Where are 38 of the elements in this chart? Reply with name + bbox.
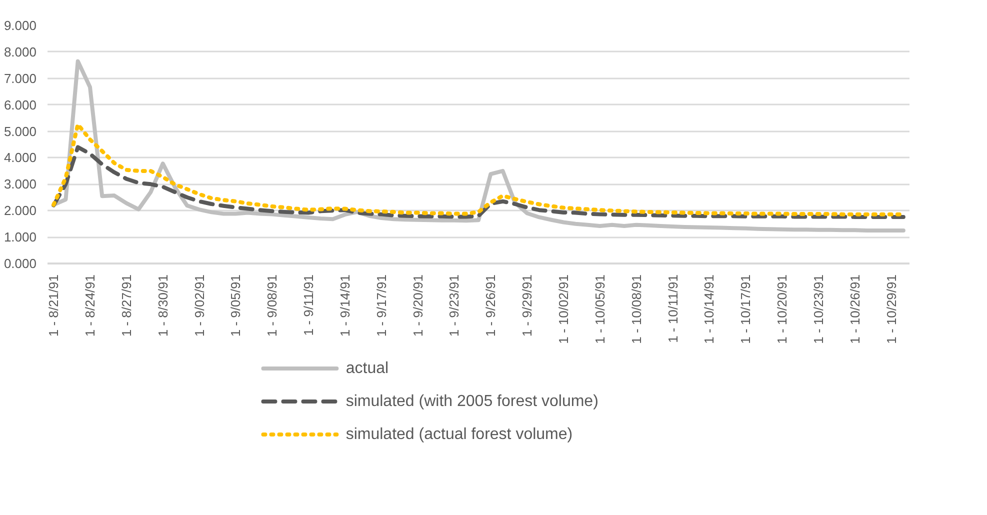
legend-label: simulated (with 2005 forest volume) xyxy=(346,393,598,410)
x-tick-label: 1 - 10/29/91 xyxy=(884,274,899,344)
x-tick-label: 1 - 9/08/91 xyxy=(264,274,280,337)
x-tick-label: 1 - 9/26/91 xyxy=(483,274,498,337)
x-tick-label: 1 - 10/23/91 xyxy=(810,274,826,344)
x-tick-label: 1 - 10/17/91 xyxy=(738,274,754,344)
y-tick-label: 4.000 xyxy=(4,150,37,166)
x-tick-label: 1 - 8/27/91 xyxy=(118,274,134,337)
x-tick-label: 1 - 9/05/91 xyxy=(228,274,244,337)
x-tick-label: 1 - 10/05/91 xyxy=(592,274,608,344)
x-tick-label: 1 - 9/02/91 xyxy=(192,274,207,337)
x-tick-label: 1 - 10/02/91 xyxy=(556,274,571,344)
x-tick-label: 1 - 10/11/91 xyxy=(665,274,680,343)
x-tick-label: 1 - 9/11/91 xyxy=(301,274,316,336)
x-tick-label: 1 - 10/26/91 xyxy=(847,274,862,344)
y-tick-label: 3.000 xyxy=(4,176,37,192)
y-tick-label: 1.000 xyxy=(4,230,37,245)
y-tick-label: 2.000 xyxy=(4,203,37,218)
legend-label: actual xyxy=(346,360,389,377)
line-series xyxy=(52,145,906,219)
y-tick-label: 8.000 xyxy=(4,44,37,60)
x-tick-label: 1 - 8/21/91 xyxy=(46,274,62,337)
y-tick-label: 0.000 xyxy=(4,256,37,271)
x-tick-label: 1 - 10/08/91 xyxy=(628,274,644,344)
legend-label: simulated (actual forest volume) xyxy=(346,426,573,443)
x-tick-label: 1 - 8/24/91 xyxy=(82,274,98,337)
y-tick-label: 6.000 xyxy=(4,97,37,112)
y-tick-label: 7.000 xyxy=(4,70,37,86)
y-tick-label: 5.000 xyxy=(4,124,37,139)
x-tick-label: 1 - 9/17/91 xyxy=(374,274,389,337)
x-tick-label: 1 - 8/30/91 xyxy=(155,274,170,337)
y-tick-label: 9.000 xyxy=(4,18,37,33)
x-tick-label: 1 - 9/29/91 xyxy=(520,274,535,337)
x-tick-label: 1 - 10/14/91 xyxy=(702,274,717,344)
x-tick-label: 1 - 9/20/91 xyxy=(410,274,426,337)
x-tick-label: 1 - 9/23/91 xyxy=(446,274,462,337)
x-tick-label: 1 - 9/14/91 xyxy=(337,274,352,337)
x-tick-label: 1 - 10/20/91 xyxy=(774,274,790,344)
